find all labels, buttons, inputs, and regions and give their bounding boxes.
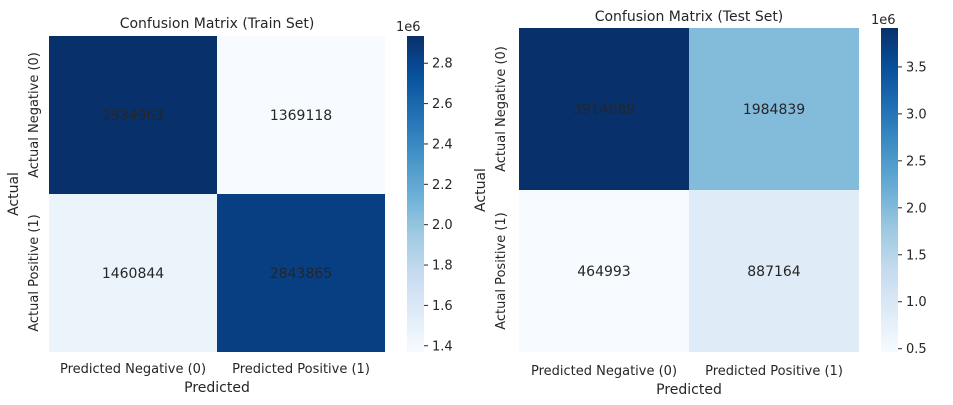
cell-value: 2934963 [102, 108, 164, 124]
test-chart: Confusion Matrix (Test Set) 3914089 1984… [473, 9, 927, 398]
x-axis-label: Predicted [656, 382, 722, 398]
heatmap-cell [519, 28, 689, 190]
x-tick-labels: Predicted Negative (0) Predicted Positiv… [531, 364, 843, 379]
cell-value: 464993 [577, 264, 630, 280]
colorbar-gradient [881, 28, 898, 352]
y-tick-labels: Actual Negative (0) Actual Positive (1) [27, 52, 42, 332]
colorbar-ticks: 1.4 1.6 1.8 2.0 2.2 2.4 2.6 2.8 [424, 57, 453, 354]
colorbar-tick-label: 2.5 [906, 154, 927, 169]
heatmap-cell [519, 190, 689, 352]
cell-value: 1460844 [102, 266, 164, 282]
colorbar: 1e6 1.4 1.6 1.8 2.0 2.2 2.4 2.6 2.8 [396, 20, 453, 354]
y-tick-label: Actual Negative (0) [494, 46, 509, 172]
colorbar-tick-label: 2.6 [432, 97, 453, 112]
cell-annotations: 3914089 1984839 464993 887164 [573, 102, 805, 280]
colorbar-multiplier: 1e6 [871, 13, 896, 28]
cell-value: 1369118 [270, 108, 332, 124]
y-tick-label: Actual Positive (1) [27, 214, 42, 332]
heatmap-cell [689, 190, 859, 352]
train-chart: Confusion Matrix (Train Set) 2934963 136… [6, 16, 453, 396]
chart-title: Confusion Matrix (Test Set) [595, 9, 784, 25]
y-tick-labels: Actual Negative (0) Actual Positive (1) [494, 46, 509, 330]
colorbar-tick-label: 3.5 [906, 60, 927, 75]
x-axis-label: Predicted [184, 380, 250, 396]
colorbar-tick-label: 2.4 [432, 137, 453, 152]
y-tick-label: Actual Negative (0) [27, 52, 42, 178]
colorbar-tick-label: 1.5 [906, 248, 927, 263]
heatmap-cell [49, 194, 217, 352]
cell-value: 2843865 [270, 266, 332, 282]
colorbar-tick-label: 0.5 [906, 342, 927, 357]
colorbar-tick-label: 1.6 [432, 299, 453, 314]
colorbar-tick-label: 3.0 [906, 107, 927, 122]
colorbar-multiplier: 1e6 [396, 20, 421, 35]
heatmap-cell [217, 194, 385, 352]
x-tick-labels: Predicted Negative (0) Predicted Positiv… [60, 362, 370, 377]
colorbar-tick-label: 1.8 [432, 259, 453, 274]
x-tick-label: Predicted Negative (0) [60, 362, 206, 377]
cell-annotations: 2934963 1369118 1460844 2843865 [102, 108, 332, 282]
x-tick-label: Predicted Negative (0) [531, 364, 677, 379]
cell-value: 3914089 [573, 102, 635, 118]
heatmap-cell [217, 36, 385, 194]
colorbar-gradient [407, 36, 424, 352]
chart-title: Confusion Matrix (Train Set) [120, 16, 315, 32]
colorbar-tick-label: 2.0 [906, 201, 927, 216]
x-tick-label: Predicted Positive (1) [705, 364, 843, 379]
colorbar-ticks: 0.5 1.0 1.5 2.0 2.5 3.0 3.5 [898, 60, 927, 357]
heatmap-cells [519, 28, 859, 352]
colorbar-tick-label: 2.2 [432, 178, 453, 193]
cell-value: 1984839 [743, 102, 805, 118]
heatmap-cell [689, 28, 859, 190]
colorbar-tick-label: 1.4 [432, 339, 453, 354]
heatmap-cells [49, 36, 385, 352]
x-tick-label: Predicted Positive (1) [232, 362, 370, 377]
heatmap-cell [49, 36, 217, 194]
colorbar: 1e6 0.5 1.0 1.5 2.0 2.5 3.0 3.5 [871, 13, 927, 357]
cell-value: 887164 [747, 264, 801, 280]
colorbar-tick-label: 1.0 [906, 295, 927, 310]
colorbar-tick-label: 2.0 [432, 218, 453, 233]
y-tick-label: Actual Positive (1) [494, 212, 509, 330]
y-axis-label: Actual [6, 172, 22, 216]
y-axis-label: Actual [473, 168, 489, 212]
colorbar-tick-label: 2.8 [432, 57, 453, 72]
